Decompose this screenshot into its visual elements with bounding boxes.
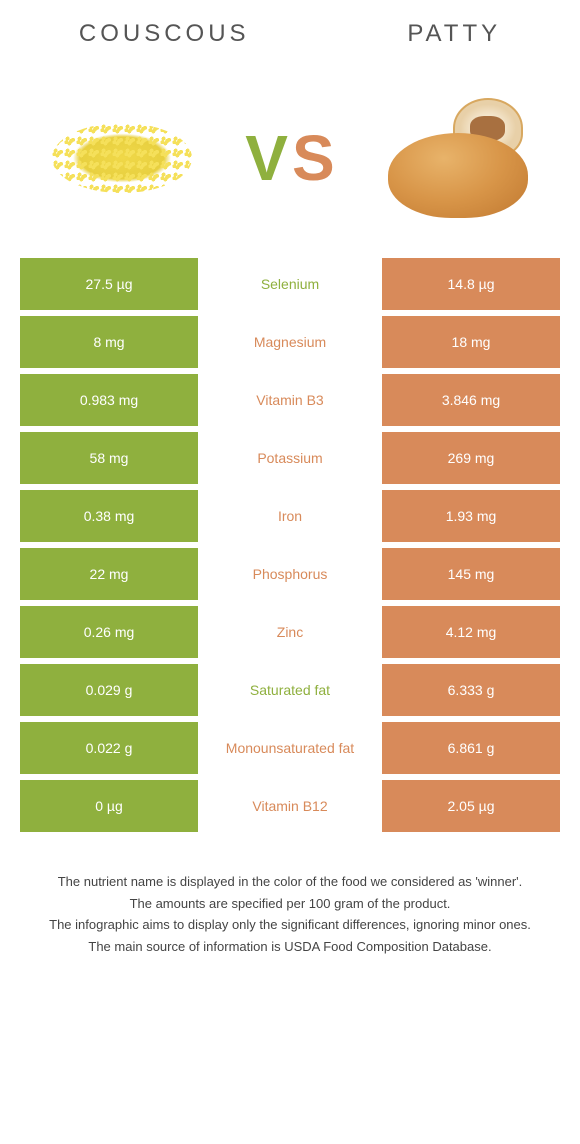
value-right: 2.05 µg — [382, 780, 560, 832]
value-left: 22 mg — [20, 548, 198, 600]
table-row: 0.38 mgIron1.93 mg — [20, 490, 560, 542]
couscous-image — [42, 98, 202, 218]
value-left: 58 mg — [20, 432, 198, 484]
food-title-left: COUSCOUS — [79, 20, 250, 48]
nutrient-label: Potassium — [198, 432, 382, 484]
value-right: 269 mg — [382, 432, 560, 484]
value-left: 27.5 µg — [20, 258, 198, 310]
value-left: 0.38 mg — [20, 490, 198, 542]
value-right: 14.8 µg — [382, 258, 560, 310]
value-left: 0.26 mg — [20, 606, 198, 658]
value-right: 6.333 g — [382, 664, 560, 716]
value-left: 0 µg — [20, 780, 198, 832]
value-right: 6.861 g — [382, 722, 560, 774]
footnote-line: The infographic aims to display only the… — [30, 915, 550, 935]
couscous-icon — [52, 123, 192, 193]
nutrient-label: Selenium — [198, 258, 382, 310]
value-right: 145 mg — [382, 548, 560, 600]
table-row: 27.5 µgSelenium14.8 µg — [20, 258, 560, 310]
nutrient-label: Saturated fat — [198, 664, 382, 716]
nutrient-table: 27.5 µgSelenium14.8 µg 8 mgMagnesium18 mg… — [20, 258, 560, 832]
table-row: 58 mgPotassium269 mg — [20, 432, 560, 484]
table-row: 8 mgMagnesium18 mg — [20, 316, 560, 368]
patty-icon — [383, 98, 533, 218]
vs-label: V S — [245, 121, 334, 195]
value-left: 0.983 mg — [20, 374, 198, 426]
value-right: 18 mg — [382, 316, 560, 368]
vs-v-letter: V — [245, 121, 288, 195]
value-right: 1.93 mg — [382, 490, 560, 542]
patty-image — [378, 98, 538, 218]
vs-s-letter: S — [292, 121, 335, 195]
footnote-line: The nutrient name is displayed in the co… — [30, 872, 550, 892]
nutrient-label: Magnesium — [198, 316, 382, 368]
header-row: COUSCOUS PATTY — [0, 20, 580, 48]
value-left: 8 mg — [20, 316, 198, 368]
table-row: 0 µgVitamin B122.05 µg — [20, 780, 560, 832]
value-left: 0.022 g — [20, 722, 198, 774]
nutrient-label: Vitamin B12 — [198, 780, 382, 832]
table-row: 0.26 mgZinc4.12 mg — [20, 606, 560, 658]
table-row: 0.022 gMonounsaturated fat6.861 g — [20, 722, 560, 774]
footnotes: The nutrient name is displayed in the co… — [30, 872, 550, 956]
nutrient-label: Monounsaturated fat — [198, 722, 382, 774]
nutrient-label: Zinc — [198, 606, 382, 658]
value-right: 3.846 mg — [382, 374, 560, 426]
nutrient-label: Vitamin B3 — [198, 374, 382, 426]
table-row: 22 mgPhosphorus145 mg — [20, 548, 560, 600]
table-row: 0.029 gSaturated fat6.333 g — [20, 664, 560, 716]
footnote-line: The main source of information is USDA F… — [30, 937, 550, 957]
food-title-right: PATTY — [407, 20, 501, 48]
value-right: 4.12 mg — [382, 606, 560, 658]
footnote-line: The amounts are specified per 100 gram o… — [30, 894, 550, 914]
nutrient-label: Iron — [198, 490, 382, 542]
value-left: 0.029 g — [20, 664, 198, 716]
table-row: 0.983 mgVitamin B33.846 mg — [20, 374, 560, 426]
nutrient-label: Phosphorus — [198, 548, 382, 600]
images-row: V S — [0, 68, 580, 258]
